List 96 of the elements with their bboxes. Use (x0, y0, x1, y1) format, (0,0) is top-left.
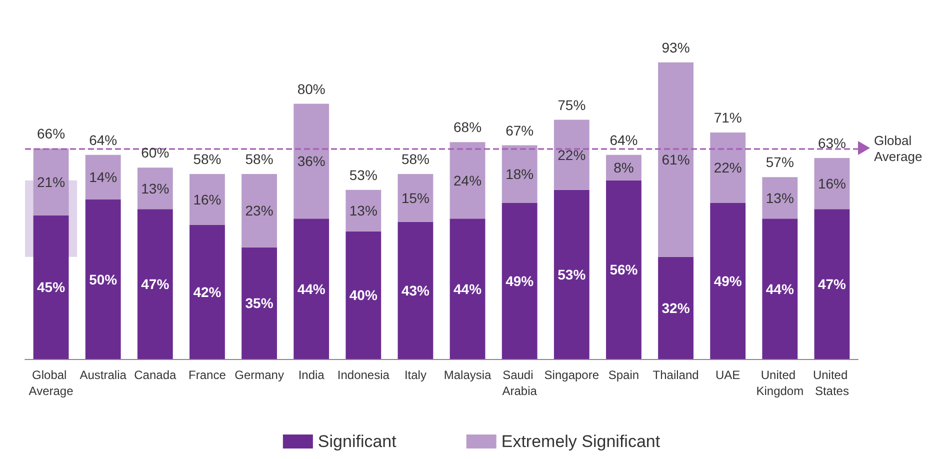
bar (762, 218, 798, 359)
bar (346, 190, 382, 232)
bar (814, 209, 850, 359)
total-label: 58% (193, 150, 222, 167)
data-label: 45% (37, 279, 66, 296)
data-label: 15% (401, 190, 430, 206)
bar (502, 202, 538, 359)
bar (710, 132, 746, 203)
data-label: 16% (818, 176, 846, 192)
data-label: 18% (506, 166, 534, 182)
bar (814, 158, 850, 210)
data-label: 47% (141, 276, 170, 292)
data-label: 43% (401, 282, 430, 298)
bar (398, 174, 434, 222)
data-label: 13% (141, 180, 170, 196)
legend-label: Significant (318, 432, 397, 451)
x-tick-label: Global Average (28, 368, 74, 398)
total-label: 66% (37, 125, 66, 142)
bar (710, 202, 746, 359)
bar (294, 218, 330, 359)
bar (450, 142, 486, 219)
data-label: 13% (766, 190, 794, 206)
x-tick-label: Indonesia (337, 368, 390, 382)
x-tick-label: United States (812, 368, 851, 398)
total-label: 58% (401, 150, 430, 167)
legend-label: Extremely Significant (501, 432, 660, 451)
bar (190, 174, 225, 226)
total-label: 80% (297, 80, 326, 97)
data-label: 50% (89, 271, 118, 288)
total-label: 58% (245, 150, 274, 167)
bar (398, 222, 434, 359)
data-label: 49% (714, 272, 742, 289)
bar (346, 231, 382, 359)
data-label: 8% (614, 160, 634, 176)
bar (137, 209, 173, 359)
x-tick-label: Saudi Arabia (502, 368, 538, 398)
total-label: 75% (558, 96, 586, 113)
bar (762, 177, 798, 219)
data-label: 36% (297, 153, 326, 170)
bar (137, 168, 173, 210)
bar (658, 62, 694, 257)
x-tick-label: Italy (404, 368, 426, 382)
data-label: 47% (818, 276, 847, 292)
data-label: 49% (506, 272, 534, 289)
x-tick-label: Thailand (652, 368, 699, 382)
ref-line-label: Global Average (874, 132, 922, 164)
x-tick-label: India (298, 368, 325, 382)
total-label: 57% (766, 154, 794, 170)
bar (554, 120, 590, 190)
data-label: 53% (558, 266, 586, 282)
bar (554, 190, 590, 359)
data-label: 21% (37, 174, 66, 190)
total-label: 64% (89, 132, 118, 148)
data-label: 44% (766, 280, 794, 297)
x-tick-label: United Kingdom (756, 368, 804, 398)
total-label: 53% (349, 166, 378, 183)
data-label: 56% (610, 262, 638, 278)
x-tick-label: France (188, 368, 226, 382)
bar (190, 225, 225, 359)
bar (450, 218, 486, 359)
bar (606, 180, 642, 359)
data-label: 44% (297, 280, 326, 297)
bar (242, 247, 277, 359)
bar (85, 200, 121, 359)
x-tick-label: Germany (234, 368, 284, 382)
bar (242, 174, 277, 248)
total-label: 93% (662, 39, 690, 56)
bar (294, 104, 330, 219)
data-label: 23% (245, 202, 274, 219)
data-label: 14% (89, 169, 118, 186)
x-tick-label: Malaysia (444, 368, 492, 382)
x-tick-label: Australia (80, 368, 127, 382)
x-tick-label: Singapore (544, 368, 600, 382)
data-label: 35% (245, 295, 274, 312)
x-tick-label: UAE (716, 368, 740, 382)
total-label: 71% (714, 110, 742, 126)
data-label: 40% (349, 287, 378, 304)
x-tick-label: Spain (608, 368, 640, 382)
total-label: 68% (454, 119, 482, 136)
data-label: 42% (193, 284, 222, 300)
total-label: 60% (141, 144, 170, 161)
x-tick-label: Canada (134, 368, 176, 382)
bar (658, 256, 694, 359)
total-label: 67% (506, 122, 534, 138)
data-label: 22% (714, 160, 742, 176)
data-label: 13% (349, 202, 378, 219)
bar (85, 154, 121, 200)
data-label: 32% (662, 300, 690, 316)
total-label: 63% (818, 135, 846, 152)
total-label: 64% (610, 132, 638, 148)
data-label: 61% (662, 152, 690, 168)
bar (502, 145, 538, 203)
data-label: 24% (454, 172, 482, 188)
data-label: 16% (193, 192, 222, 208)
data-label: 44% (454, 280, 482, 297)
data-label: 22% (558, 146, 586, 163)
